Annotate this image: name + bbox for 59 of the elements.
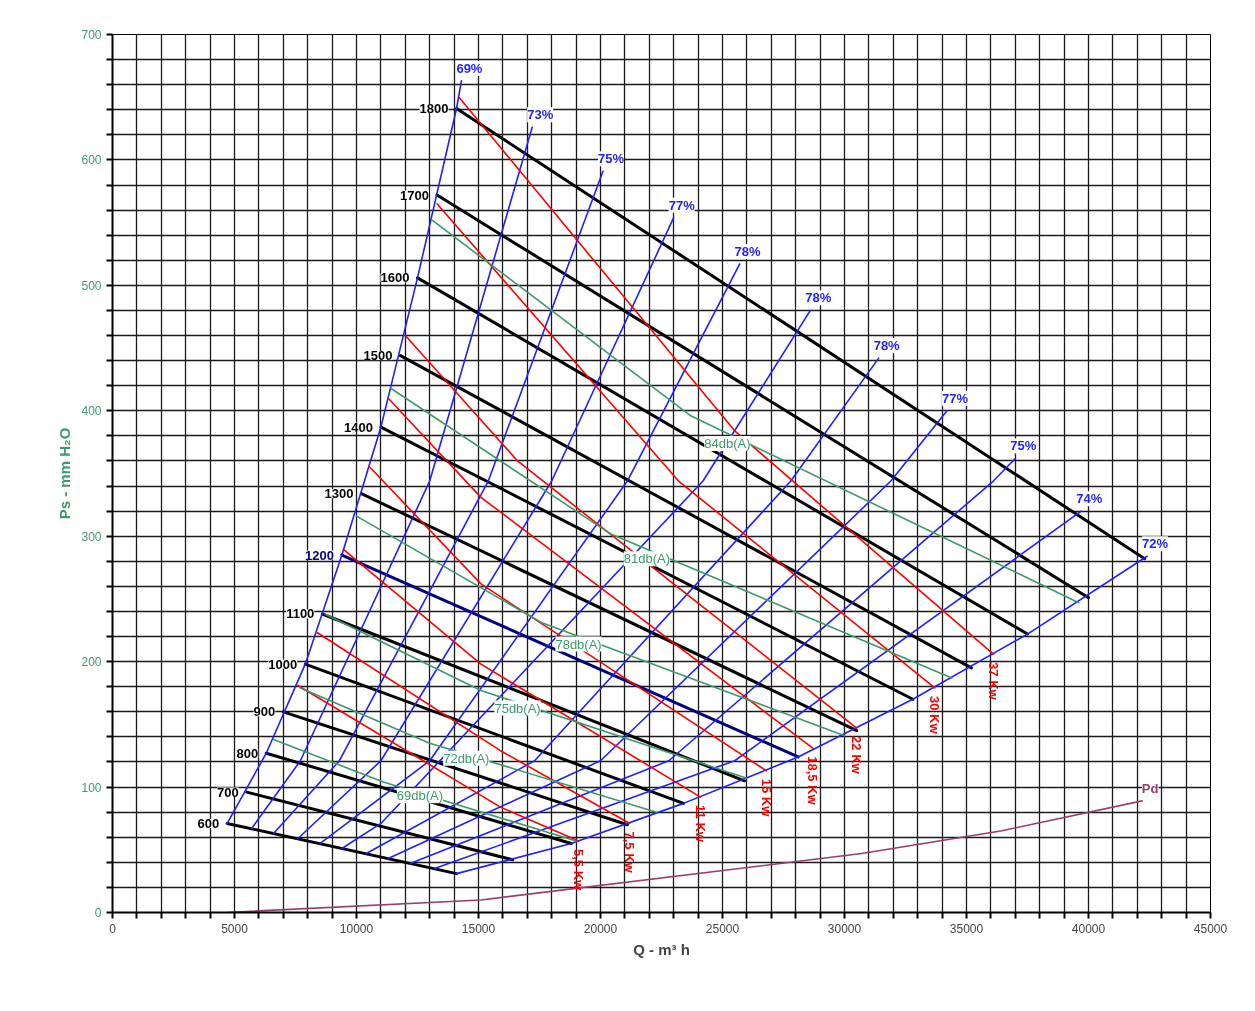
series-label: 800	[236, 745, 259, 761]
y-tick-label: 0	[94, 906, 102, 920]
series-label: 78%	[805, 290, 832, 306]
series-label: 1800	[419, 101, 449, 116]
text: 15 Kw	[758, 778, 774, 818]
y-tick-label: 700	[81, 28, 102, 42]
text: 5,5 Kw	[571, 849, 587, 892]
annotation: 81db(A)	[623, 551, 670, 567]
series-label: 1700	[400, 187, 430, 203]
annotation: 78db(A)	[555, 636, 602, 652]
series-label: 74%	[1076, 491, 1103, 507]
text: 22 Kw	[849, 736, 865, 775]
annotation: 69db(A)	[396, 788, 444, 804]
x-tick-label: 5000	[221, 921, 249, 936]
text: 30 Kw	[927, 695, 943, 735]
y-tick-label: 200	[81, 655, 102, 670]
text: 7,5 Kw	[622, 831, 638, 874]
series-label: 1500	[363, 348, 393, 364]
y-tick-label: 500	[81, 278, 102, 293]
series-label: 1100	[286, 606, 315, 622]
annotation: 84db(A)	[704, 435, 751, 451]
x-tick-label: 30000	[827, 921, 862, 936]
series-label: 1400	[343, 419, 373, 435]
x-tick-label: 45000	[1193, 921, 1228, 936]
text: 18,5 Kw	[805, 756, 821, 806]
series-label: Pd	[1141, 780, 1159, 796]
x-tick-label: 10000	[339, 921, 374, 936]
series-label: 600	[197, 815, 220, 831]
x-tick-label: 40000	[1071, 921, 1106, 936]
x-axis-title: Q - m³ h	[633, 940, 690, 958]
y-tick-label: 600	[81, 153, 102, 168]
y-axis-title: Ps - mm H₂O	[56, 427, 74, 520]
y-tick-label: 400	[81, 404, 102, 419]
x-tick-label: 0	[109, 921, 117, 936]
series-label: 1000	[268, 656, 298, 672]
series-label: 1200	[304, 547, 334, 563]
x-tick-label: 15000	[461, 921, 496, 936]
x-tick-label: 20000	[583, 921, 618, 936]
series-label: 75%	[597, 151, 625, 167]
text: 11 Kw	[693, 805, 709, 843]
x-tick-label: 35000	[949, 921, 984, 936]
series-label: 77%	[941, 390, 969, 406]
series-label: 75%	[1010, 438, 1037, 454]
y-tick-label: 100	[81, 780, 102, 795]
y-tick-label: 300	[81, 529, 102, 544]
x-tick-label: 25000	[705, 921, 740, 936]
series-label: 700	[217, 784, 239, 800]
series-label: 1600	[380, 270, 410, 286]
text: 37 Kw	[985, 662, 1001, 701]
series-label: 1300	[324, 486, 354, 502]
series-label: 77%	[668, 197, 696, 213]
series-label: 78%	[734, 244, 762, 260]
series-label: 900	[253, 704, 276, 720]
series-label: 72%	[1142, 536, 1169, 552]
series-label: 73%	[527, 107, 554, 123]
annotation: 72db(A)	[443, 750, 490, 766]
series-label: 69%	[456, 60, 483, 76]
annotation: 75db(A)	[494, 700, 541, 716]
series-label: 78%	[873, 338, 901, 354]
